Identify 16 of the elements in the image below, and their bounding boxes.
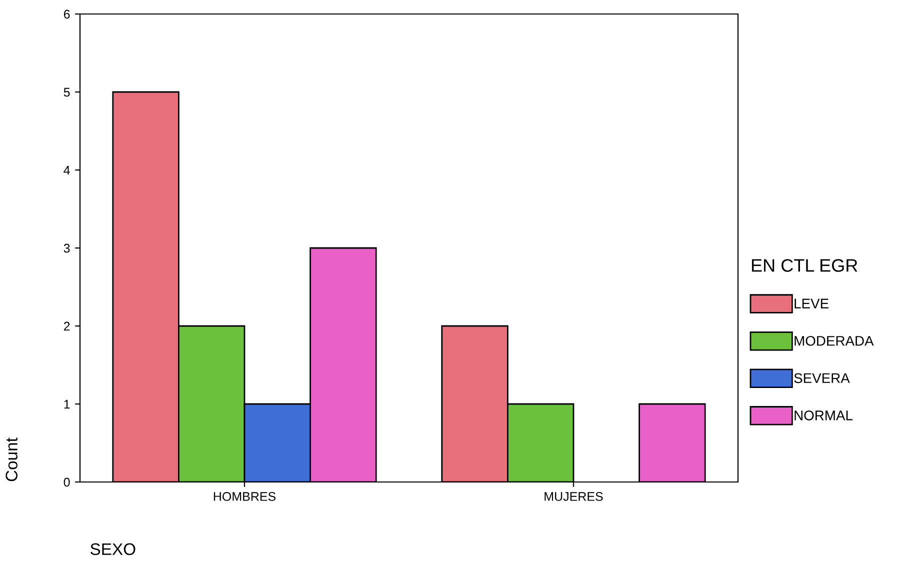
legend-label: SEVERA (794, 373, 850, 384)
legend-label: MODERADA (794, 336, 874, 346)
x-tick-label: HOMBRES (214, 492, 276, 501)
y-tick-label: 1 (64, 400, 70, 409)
y-tick-label: 4 (64, 166, 70, 175)
y-tick-label: 6 (64, 10, 70, 19)
y-axis-title: Count (6, 438, 18, 482)
legend-label: NORMAL (794, 410, 853, 420)
y-tick-label: 3 (64, 244, 70, 253)
legend-title: EN CTL EGR (752, 259, 858, 272)
y-tick-label: 2 (64, 322, 70, 331)
y-tick-label: 0 (64, 478, 70, 487)
legend-label: LEVE (794, 298, 828, 308)
x-tick-label: MUJERES (544, 492, 603, 501)
y-tick-label: 5 (64, 88, 70, 97)
x-axis-title: SEXO (90, 543, 136, 556)
